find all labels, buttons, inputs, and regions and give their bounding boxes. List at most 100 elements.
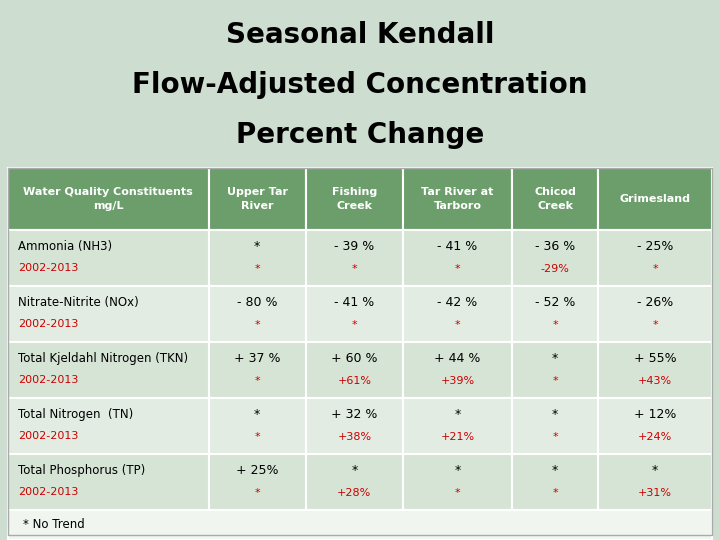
- Text: *: *: [652, 264, 658, 274]
- Text: *: *: [652, 464, 658, 477]
- Text: *: *: [552, 408, 558, 421]
- Text: 2002-2013: 2002-2013: [18, 319, 78, 329]
- Text: + 32 %: + 32 %: [331, 408, 377, 421]
- Bar: [306, 230, 403, 286]
- Text: Seasonal Kendall: Seasonal Kendall: [226, 21, 494, 49]
- Bar: [209, 454, 306, 510]
- Bar: [8, 230, 209, 286]
- Bar: [209, 342, 306, 398]
- Text: - 41 %: - 41 %: [437, 240, 477, 253]
- Text: - 25%: - 25%: [636, 240, 673, 253]
- Text: +43%: +43%: [638, 376, 672, 386]
- Text: - 80 %: - 80 %: [237, 296, 277, 309]
- Text: *: *: [552, 432, 558, 442]
- Text: +61%: +61%: [338, 376, 372, 386]
- Text: *: *: [455, 488, 460, 498]
- Text: Total Nitrogen  (TN): Total Nitrogen (TN): [18, 408, 133, 421]
- Text: - 39 %: - 39 %: [334, 240, 374, 253]
- Bar: [306, 286, 403, 342]
- Text: *: *: [552, 352, 558, 365]
- Bar: [209, 286, 306, 342]
- Text: *: *: [454, 464, 461, 477]
- Bar: [403, 168, 512, 230]
- Text: 2002-2013: 2002-2013: [18, 487, 78, 497]
- Bar: [8, 168, 209, 230]
- Bar: [598, 454, 712, 510]
- Bar: [512, 168, 598, 230]
- Bar: [512, 286, 598, 342]
- Bar: [209, 230, 306, 286]
- Text: +24%: +24%: [638, 432, 672, 442]
- Text: +21%: +21%: [441, 432, 474, 442]
- Text: 2002-2013: 2002-2013: [18, 431, 78, 441]
- Bar: [598, 342, 712, 398]
- Bar: [306, 168, 403, 230]
- Bar: [598, 286, 712, 342]
- Text: Upper Tar
River: Upper Tar River: [227, 187, 288, 211]
- Bar: [403, 342, 512, 398]
- Bar: [512, 342, 598, 398]
- Text: 2002-2013: 2002-2013: [18, 375, 78, 385]
- Text: Water Quality Constituents
mg/L: Water Quality Constituents mg/L: [24, 187, 193, 211]
- Text: Total Kjeldahl Nitrogen (TKN): Total Kjeldahl Nitrogen (TKN): [18, 352, 188, 365]
- Bar: [403, 230, 512, 286]
- Text: + 25%: + 25%: [236, 464, 279, 477]
- Text: *: *: [652, 320, 658, 330]
- Bar: [8, 454, 209, 510]
- Bar: [8, 168, 712, 535]
- Bar: [598, 398, 712, 454]
- Text: *: *: [552, 320, 558, 330]
- Text: *: *: [552, 488, 558, 498]
- Text: *: *: [254, 432, 260, 442]
- Bar: [209, 168, 306, 230]
- Text: - 36 %: - 36 %: [535, 240, 575, 253]
- Text: *: *: [552, 376, 558, 386]
- Text: *: *: [254, 488, 260, 498]
- Bar: [8, 398, 209, 454]
- Text: - 52 %: - 52 %: [535, 296, 575, 309]
- Bar: [8, 342, 209, 398]
- Bar: [403, 454, 512, 510]
- Text: Ammonia (NH3): Ammonia (NH3): [18, 240, 112, 253]
- Bar: [512, 398, 598, 454]
- Bar: [306, 398, 403, 454]
- Text: +38%: +38%: [337, 432, 372, 442]
- Text: + 60 %: + 60 %: [331, 352, 377, 365]
- Text: +31%: +31%: [638, 488, 672, 498]
- Bar: [598, 168, 712, 230]
- Bar: [306, 454, 403, 510]
- Text: *: *: [455, 264, 460, 274]
- Text: *: *: [454, 408, 461, 421]
- Bar: [8, 286, 209, 342]
- Text: *: *: [254, 320, 260, 330]
- Text: *: *: [455, 320, 460, 330]
- Text: Nitrate-Nitrite (NOx): Nitrate-Nitrite (NOx): [18, 296, 139, 309]
- Bar: [598, 230, 712, 286]
- Text: + 55%: + 55%: [634, 352, 676, 365]
- Text: + 12%: + 12%: [634, 408, 676, 421]
- Text: *: *: [351, 464, 358, 477]
- Text: *: *: [254, 240, 261, 253]
- Text: Total Phosphorus (TP): Total Phosphorus (TP): [18, 464, 145, 477]
- Text: *: *: [254, 264, 260, 274]
- Text: *: *: [351, 264, 357, 274]
- Text: Fishing
Creek: Fishing Creek: [332, 187, 377, 211]
- Text: *: *: [552, 464, 558, 477]
- Bar: [209, 398, 306, 454]
- Text: -29%: -29%: [541, 264, 570, 274]
- Text: + 37 %: + 37 %: [234, 352, 281, 365]
- Text: Grimesland: Grimesland: [619, 194, 690, 204]
- Text: *: *: [254, 376, 260, 386]
- Bar: [8, 510, 712, 540]
- Text: +39%: +39%: [441, 376, 474, 386]
- Text: Percent Change: Percent Change: [236, 121, 484, 149]
- Text: - 26%: - 26%: [637, 296, 673, 309]
- Text: - 41 %: - 41 %: [334, 296, 374, 309]
- Text: *: *: [351, 320, 357, 330]
- Bar: [403, 398, 512, 454]
- Text: Tar River at
Tarboro: Tar River at Tarboro: [421, 187, 494, 211]
- Text: + 44 %: + 44 %: [434, 352, 481, 365]
- Text: +28%: +28%: [337, 488, 372, 498]
- Bar: [512, 230, 598, 286]
- Text: Chicod
Creek: Chicod Creek: [534, 187, 576, 211]
